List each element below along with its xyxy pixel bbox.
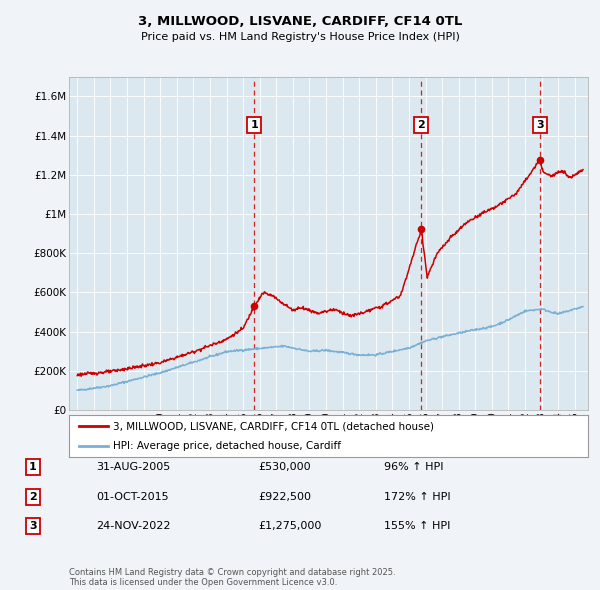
Text: 1: 1 [29, 463, 37, 472]
Text: £530,000: £530,000 [258, 463, 311, 472]
Text: Contains HM Land Registry data © Crown copyright and database right 2025.
This d: Contains HM Land Registry data © Crown c… [69, 568, 395, 587]
Text: Price paid vs. HM Land Registry's House Price Index (HPI): Price paid vs. HM Land Registry's House … [140, 32, 460, 42]
Text: 96% ↑ HPI: 96% ↑ HPI [384, 463, 443, 472]
Text: 172% ↑ HPI: 172% ↑ HPI [384, 492, 451, 502]
Text: 2: 2 [418, 120, 425, 130]
Text: £922,500: £922,500 [258, 492, 311, 502]
Text: 3: 3 [536, 120, 544, 130]
Text: 2: 2 [29, 492, 37, 502]
Text: 155% ↑ HPI: 155% ↑ HPI [384, 522, 451, 531]
Text: 24-NOV-2022: 24-NOV-2022 [96, 522, 170, 531]
Text: HPI: Average price, detached house, Cardiff: HPI: Average price, detached house, Card… [113, 441, 341, 451]
Text: 1: 1 [250, 120, 258, 130]
Text: 01-OCT-2015: 01-OCT-2015 [96, 492, 169, 502]
Text: 3, MILLWOOD, LISVANE, CARDIFF, CF14 0TL: 3, MILLWOOD, LISVANE, CARDIFF, CF14 0TL [138, 15, 462, 28]
Text: 3, MILLWOOD, LISVANE, CARDIFF, CF14 0TL (detached house): 3, MILLWOOD, LISVANE, CARDIFF, CF14 0TL … [113, 421, 434, 431]
Text: £1,275,000: £1,275,000 [258, 522, 322, 531]
Text: 3: 3 [29, 522, 37, 531]
Text: 31-AUG-2005: 31-AUG-2005 [96, 463, 170, 472]
